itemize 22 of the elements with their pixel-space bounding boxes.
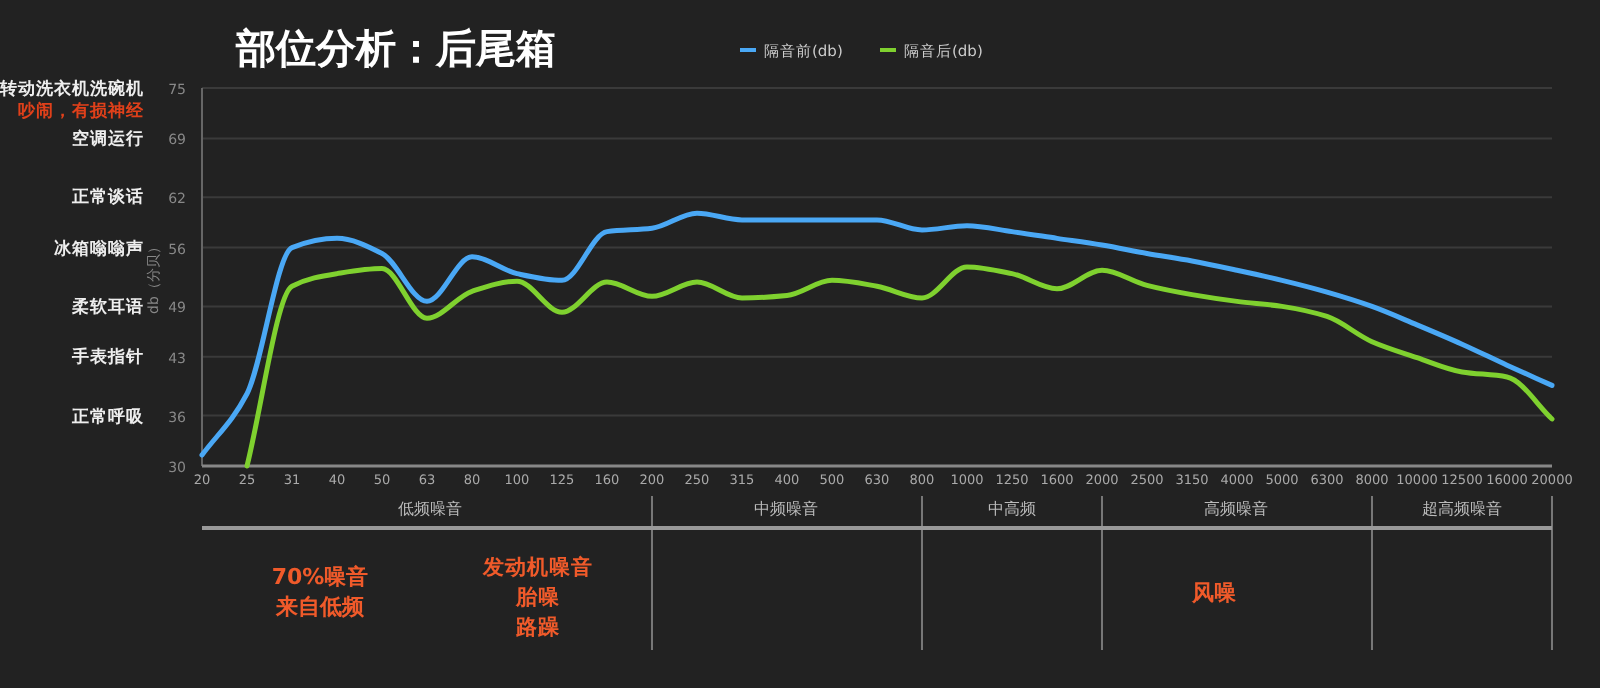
- text: 手表指针: [70, 346, 144, 368]
- text: 转动洗衣机洗碗机: [0, 78, 144, 100]
- text: 胎噪: [514, 584, 560, 610]
- text: 正常呼吸: [70, 406, 146, 428]
- text: 路躁: [514, 614, 562, 640]
- text: 发动机噪音: [481, 554, 593, 580]
- text: 正常谈话: [70, 186, 144, 208]
- line-series: [199, 210, 1555, 458]
- text: 冰箱嗡嗡声: [54, 238, 144, 260]
- line-series: [244, 264, 1555, 469]
- text: 空调运行: [72, 128, 144, 150]
- chart-title: 部位分析：后尾箱: [234, 24, 556, 72]
- text: 高频噪音: [1204, 500, 1268, 518]
- text: 中高频: [988, 500, 1036, 518]
- text: 超高频噪音: [1422, 500, 1502, 518]
- text: 柔软耳语: [70, 296, 144, 318]
- text: 风噪: [1190, 580, 1238, 606]
- text: 吵闹，有损神经: [18, 100, 146, 122]
- text: 来自低频: [274, 594, 366, 620]
- text: 70%噪音: [271, 564, 369, 590]
- text: 低频噪音: [398, 500, 462, 518]
- text: 中频噪音: [754, 500, 818, 518]
